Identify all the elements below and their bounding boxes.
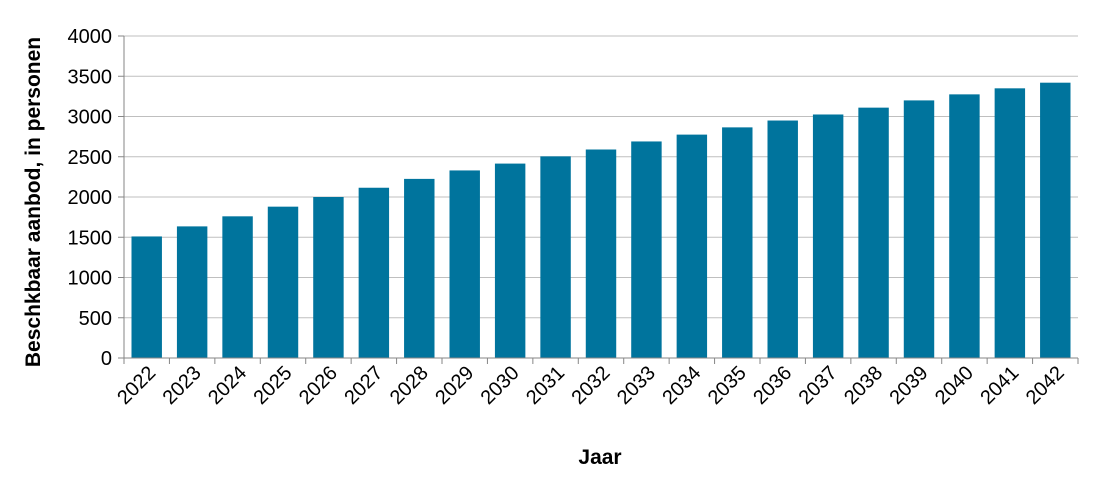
x-tick-label-2023: 2023 xyxy=(159,362,206,409)
bar-2029 xyxy=(449,170,480,358)
bar-2026 xyxy=(313,197,344,358)
bar-2031 xyxy=(540,156,571,358)
x-tick-label-2024: 2024 xyxy=(204,362,251,409)
bar-2036 xyxy=(767,120,798,359)
x-tick-label-2034: 2034 xyxy=(658,362,705,409)
x-tick-label-2028: 2028 xyxy=(386,362,433,409)
y-tick-label: 2500 xyxy=(68,147,113,169)
x-tick-labels: 2022202320242025202620272028202920302031… xyxy=(113,362,1069,409)
bar-2025 xyxy=(267,206,299,358)
bar-2034 xyxy=(676,134,708,358)
y-tick-label: 1500 xyxy=(68,227,113,249)
y-tick-label: 3000 xyxy=(68,107,113,129)
x-tick-label-2038: 2038 xyxy=(840,362,887,409)
y-tick-labels: 0 500 1000 1500 2000 2500 3000 3500 4000 xyxy=(68,26,113,370)
x-tick-label-2041: 2041 xyxy=(976,362,1023,409)
x-tick-label-2039: 2039 xyxy=(886,362,933,409)
x-tick-label-2027: 2027 xyxy=(340,362,387,409)
x-tick-label-2030: 2030 xyxy=(477,362,524,409)
y-axis-title: Beschkbaar aanbod, in personen xyxy=(22,37,45,367)
x-tick-label-2037: 2037 xyxy=(795,362,842,409)
x-tick-label-2035: 2035 xyxy=(704,362,751,409)
axes xyxy=(118,35,1079,364)
bar-2042 xyxy=(1040,82,1071,358)
y-tick-label: 0 xyxy=(101,348,112,370)
bar-2033 xyxy=(631,141,662,358)
x-tick-label-2025: 2025 xyxy=(250,362,297,409)
x-tick-label-2026: 2026 xyxy=(295,362,342,409)
y-tick-label: 1000 xyxy=(68,268,113,290)
x-tick-label-2033: 2033 xyxy=(613,362,660,409)
bars xyxy=(131,82,1071,359)
bar-2030 xyxy=(494,163,526,358)
y-tick-label: 500 xyxy=(79,308,112,330)
bar-2035 xyxy=(722,127,753,359)
bar-2039 xyxy=(903,100,935,359)
x-axis-title: Jaar xyxy=(578,446,621,469)
x-tick-label-2029: 2029 xyxy=(431,362,478,409)
bar-2032 xyxy=(585,149,617,358)
bar-2041 xyxy=(994,88,1026,358)
bar-2040 xyxy=(949,94,980,359)
x-tick-label-2036: 2036 xyxy=(749,362,796,409)
bar-2024 xyxy=(222,216,253,358)
x-tick-label-2022: 2022 xyxy=(113,362,160,409)
y-tick-label: 2000 xyxy=(68,187,113,209)
y-tick-label: 3500 xyxy=(68,66,113,88)
x-tick-label-2042: 2042 xyxy=(1022,362,1069,409)
bar-2023 xyxy=(176,226,208,358)
bar-2037 xyxy=(812,114,844,358)
x-tick-label-2040: 2040 xyxy=(931,362,978,409)
bar-2038 xyxy=(858,107,889,359)
bar-2028 xyxy=(404,178,435,358)
bar-2027 xyxy=(358,187,390,358)
bar-2022 xyxy=(131,236,162,358)
y-tick-label: 4000 xyxy=(68,26,113,48)
x-tick-label-2031: 2031 xyxy=(522,362,569,409)
x-tick-label-2032: 2032 xyxy=(568,362,615,409)
